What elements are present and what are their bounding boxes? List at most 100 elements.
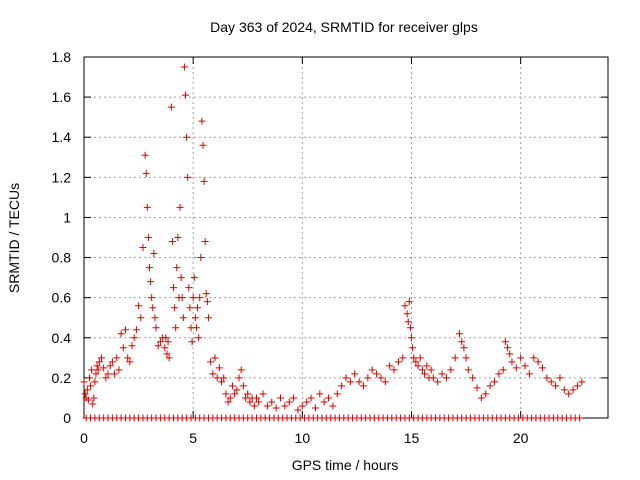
data-point	[359, 382, 367, 390]
data-point	[163, 350, 171, 358]
data-point	[259, 390, 267, 398]
data-point	[87, 382, 95, 390]
data-point	[147, 278, 155, 286]
plot-frame	[83, 56, 609, 419]
data-point	[168, 238, 176, 246]
data-point	[113, 354, 121, 362]
data-point	[224, 398, 232, 406]
data-point	[462, 354, 470, 362]
data-point	[290, 394, 298, 402]
data-point	[281, 402, 289, 410]
data-point	[108, 358, 116, 366]
data-point	[303, 398, 311, 406]
data-point	[399, 354, 407, 362]
data-point	[190, 274, 198, 282]
data-point	[342, 374, 350, 382]
data-point	[142, 169, 150, 177]
data-point	[429, 374, 437, 382]
data-point	[231, 390, 239, 398]
data-point	[161, 344, 169, 352]
data-point	[543, 374, 551, 382]
data-point	[102, 374, 110, 382]
data-point	[222, 390, 230, 398]
data-point	[246, 398, 254, 406]
data-point	[172, 324, 180, 332]
y-tick-label: 1.4	[52, 129, 72, 145]
data-point	[325, 394, 333, 402]
data-point	[135, 302, 143, 310]
data-point	[320, 398, 328, 406]
data-point	[525, 370, 533, 378]
data-point	[164, 338, 172, 346]
data-point	[409, 344, 417, 352]
data-point	[146, 264, 153, 272]
y-tick-label: 1.6	[52, 89, 72, 105]
data-point	[406, 324, 414, 332]
data-point	[170, 284, 178, 292]
data-point	[197, 254, 205, 262]
data-point	[186, 304, 194, 312]
data-point	[220, 374, 228, 382]
data-point	[412, 358, 420, 366]
data-point	[252, 394, 260, 402]
data-point	[195, 334, 203, 342]
data-point	[495, 370, 503, 378]
data-point	[401, 302, 409, 310]
data-point	[504, 344, 512, 352]
data-point	[150, 250, 158, 258]
grid	[84, 57, 608, 418]
data-point	[508, 358, 516, 366]
data-point	[204, 314, 212, 322]
data-point	[117, 330, 125, 338]
data-point	[165, 354, 173, 362]
data-point	[414, 362, 422, 370]
data-point	[434, 378, 442, 386]
data-point	[490, 378, 498, 386]
data-point	[263, 402, 271, 410]
data-point	[226, 394, 234, 402]
data-point	[194, 304, 202, 312]
data-point	[215, 364, 223, 372]
data-point	[482, 390, 490, 398]
data-point	[97, 354, 105, 362]
data-point	[403, 310, 411, 318]
data-point	[394, 358, 402, 366]
data-point	[85, 374, 93, 382]
data-point	[152, 324, 160, 332]
data-point	[404, 318, 412, 326]
y-axis-label: SRMTID / TECUs	[6, 183, 22, 293]
data-point	[184, 173, 192, 181]
data-point	[88, 366, 96, 374]
data-point	[143, 203, 151, 211]
data-point	[207, 358, 215, 366]
data-point	[80, 378, 88, 386]
data-point	[200, 177, 208, 185]
data-point	[338, 382, 346, 390]
data-point	[285, 398, 293, 406]
data-point	[154, 342, 162, 350]
x-tick-label: 20	[513, 430, 529, 446]
data-point	[316, 390, 324, 398]
data-point	[132, 326, 140, 334]
data-point	[130, 334, 138, 342]
data-point	[333, 390, 341, 398]
data-point	[329, 402, 337, 410]
data-point	[244, 390, 252, 398]
data-point	[410, 354, 418, 362]
data-point	[89, 400, 97, 408]
data-point	[191, 314, 199, 322]
data-point	[421, 370, 429, 378]
data-point	[307, 394, 315, 402]
data-point	[111, 370, 119, 378]
data-point	[144, 234, 152, 241]
data-point	[464, 366, 472, 374]
data-point	[530, 354, 538, 362]
data-point	[416, 354, 424, 362]
data-point	[149, 304, 157, 312]
data-point	[460, 344, 468, 352]
data-point	[418, 366, 426, 374]
data-point	[233, 386, 241, 394]
data-point	[182, 91, 190, 99]
data-points	[80, 63, 586, 422]
data-point	[534, 358, 542, 366]
